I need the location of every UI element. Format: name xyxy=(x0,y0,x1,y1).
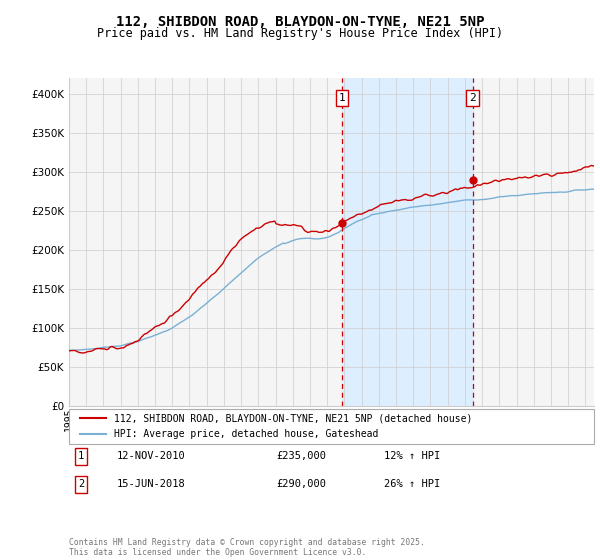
FancyBboxPatch shape xyxy=(69,409,594,444)
Text: Contains HM Land Registry data © Crown copyright and database right 2025.
This d: Contains HM Land Registry data © Crown c… xyxy=(69,538,425,557)
Text: 26% ↑ HPI: 26% ↑ HPI xyxy=(384,479,440,489)
Text: 1: 1 xyxy=(78,451,84,461)
Text: 15-JUN-2018: 15-JUN-2018 xyxy=(117,479,186,489)
Text: 1: 1 xyxy=(339,93,346,103)
Text: HPI: Average price, detached house, Gateshead: HPI: Average price, detached house, Gate… xyxy=(113,429,378,439)
Text: 112, SHIBDON ROAD, BLAYDON-ON-TYNE, NE21 5NP: 112, SHIBDON ROAD, BLAYDON-ON-TYNE, NE21… xyxy=(116,15,484,29)
Text: 12% ↑ HPI: 12% ↑ HPI xyxy=(384,451,440,461)
Text: 2: 2 xyxy=(78,479,84,489)
Text: Price paid vs. HM Land Registry's House Price Index (HPI): Price paid vs. HM Land Registry's House … xyxy=(97,27,503,40)
Bar xyxy=(342,78,473,406)
Text: 2: 2 xyxy=(469,93,476,103)
Text: £290,000: £290,000 xyxy=(276,479,326,489)
Text: 12-NOV-2010: 12-NOV-2010 xyxy=(117,451,186,461)
Text: 112, SHIBDON ROAD, BLAYDON-ON-TYNE, NE21 5NP (detached house): 112, SHIBDON ROAD, BLAYDON-ON-TYNE, NE21… xyxy=(113,413,472,423)
Text: £235,000: £235,000 xyxy=(276,451,326,461)
